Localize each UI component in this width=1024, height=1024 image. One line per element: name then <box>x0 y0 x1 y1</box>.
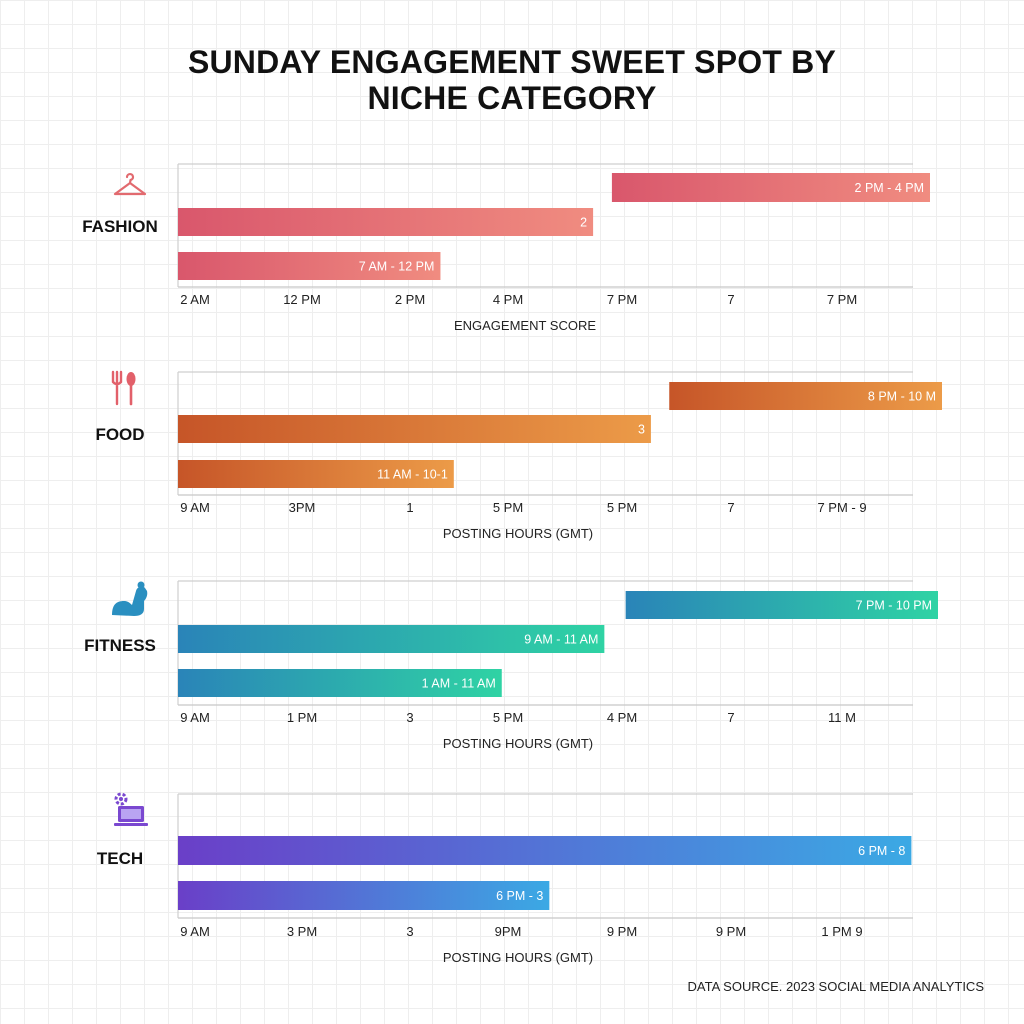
tick-label-fitness-2: 1 PM <box>287 710 317 725</box>
fork-spoon-icon <box>108 370 140 411</box>
hanger-icon <box>112 170 148 205</box>
bar-label-fashion-2: 2 <box>580 216 587 230</box>
chart-food: 8 PM - 10 M 3 11 AM - 10-1 9 AM 3PM 1 5 PM 5 PM… <box>177 371 942 541</box>
chart-tech: 6 PM - 8 6 PM - 3 9 AM 3 PM 3 9PM 9 PM 9 PM 1 PM… <box>177 793 913 965</box>
tick-label-fashion-3: 2 PM <box>395 292 425 307</box>
tick-label-fashion-1: 2 AM <box>180 292 210 307</box>
tick-label-food-2: 3PM <box>289 500 316 515</box>
tick-label-tech-3: 3 <box>406 924 413 939</box>
bar-fitness-2 <box>178 625 605 653</box>
tick-label-tech-7: 1 PM 9 <box>821 924 862 939</box>
bar-food-3 <box>178 460 454 488</box>
chart-panel-fitness: FITNESS 7 PM - 10 PM 9 AM - 11 AM 1 AM - 11… <box>0 577 1024 777</box>
chart-fashion: 2 PM - 4 PM 2 7 AM - 12 PM 2 AM 12 PM 2 PM 4 P… <box>177 163 930 333</box>
tick-label-food-1: 9 AM <box>180 500 210 515</box>
tick-label-fashion-6: 7 <box>727 292 734 307</box>
tick-label-fitness-1: 9 AM <box>180 710 210 725</box>
bar-tech-2 <box>178 881 550 910</box>
tick-label-fashion-7: 7 PM <box>827 292 857 307</box>
tick-label-tech-5: 9 PM <box>607 924 637 939</box>
category-label-food: FOOD <box>95 425 145 444</box>
bar-label-food-1: 8 PM - 10 M <box>868 390 936 404</box>
bar-label-tech-1: 6 PM - 8 <box>858 844 905 858</box>
chart-panel-tech: TECH 6 PM - 8 6 PM - 3 9 AM 3 PM 3 9PM 9 PM 9 PM… <box>0 790 1024 990</box>
tick-label-fitness-3: 3 <box>406 710 413 725</box>
chart-panel-fashion: FASHION 2 PM - 4 PM 2 7 AM - 12 PM 2 AM 12 PM… <box>0 160 1024 360</box>
bar-fashion-3 <box>178 252 441 280</box>
tick-label-food-7: 7 PM - 9 <box>817 500 866 515</box>
bar-tech-1 <box>178 836 912 865</box>
x-axis-title-fitness: POSTING HOURS (GMT) <box>443 736 593 751</box>
bar-label-fitness-2: 9 AM - 11 AM <box>524 633 598 647</box>
bar-food-1 <box>669 382 942 410</box>
bar-label-tech-2: 6 PM - 3 <box>496 889 543 903</box>
flexed-arm-icon <box>108 579 150 624</box>
category-label-fitness: FITNESS <box>84 636 156 655</box>
chart-title-line-1: SUNDAY ENGAGEMENT SWEET SPOT BY <box>187 44 837 80</box>
x-axis-title-food: POSTING HOURS (GMT) <box>443 526 593 541</box>
tick-label-food-5: 5 PM <box>607 500 637 515</box>
chart-title-line-2: NICHE CATEGORY <box>367 80 657 116</box>
bar-label-fitness-1: 7 PM - 10 PM <box>856 599 932 613</box>
bar-label-food-3: 11 AM - 10-1 <box>377 468 448 482</box>
chart-fitness: 7 PM - 10 PM 9 AM - 11 AM 1 AM - 11 AM 9 AM… <box>177 580 938 751</box>
x-axis-title-tech: POSTING HOURS (GMT) <box>443 950 593 965</box>
tick-label-food-6: 7 <box>727 500 734 515</box>
chart-panel-food: FOOD 8 PM - 10 M 3 11 AM - 10-1 9 AM 3PM 1 5 PM… <box>0 368 1024 568</box>
bar-fitness-3 <box>178 669 502 697</box>
bar-label-fashion-1: 2 PM - 4 PM <box>855 181 924 195</box>
tick-label-fashion-4: 4 PM <box>493 292 523 307</box>
category-label-tech: TECH <box>96 849 144 868</box>
bar-label-fashion-3: 7 AM - 12 PM <box>359 260 435 274</box>
chart-title: SUNDAY ENGAGEMENT SWEET SPOT BY NICHE CA… <box>0 44 1024 116</box>
tick-label-fashion-2: 12 PM <box>283 292 321 307</box>
x-axis-title-fashion: ENGAGEMENT SCORE <box>454 318 596 333</box>
category-label-fashion: FASHION <box>82 217 158 236</box>
tick-label-tech-6: 9 PM <box>716 924 746 939</box>
tick-label-fitness-7: 11 M <box>828 710 856 725</box>
tick-label-food-4: 5 PM <box>493 500 523 515</box>
tick-label-fitness-4: 5 PM <box>493 710 523 725</box>
bar-label-food-2: 3 <box>638 423 645 437</box>
bar-fashion-1 <box>611 173 930 202</box>
tick-label-food-3: 1 <box>406 500 413 515</box>
laptop-gear-icon <box>108 790 150 835</box>
bar-label-fitness-3: 1 AM - 11 AM <box>422 677 496 691</box>
tick-label-fitness-6: 7 <box>727 710 734 725</box>
bar-fashion-2 <box>178 208 594 236</box>
data-source-note: DATA SOURCE. 2023 SOCIAL MEDIA ANALYTICS <box>687 979 984 994</box>
tick-label-fashion-5: 7 PM <box>607 292 637 307</box>
tick-label-tech-1: 9 AM <box>180 924 210 939</box>
tick-label-tech-4: 9PM <box>495 924 522 939</box>
bar-food-2 <box>178 415 651 443</box>
tick-label-tech-2: 3 PM <box>287 924 317 939</box>
bar-fitness-1 <box>625 591 938 619</box>
tick-label-fitness-5: 4 PM <box>607 710 637 725</box>
